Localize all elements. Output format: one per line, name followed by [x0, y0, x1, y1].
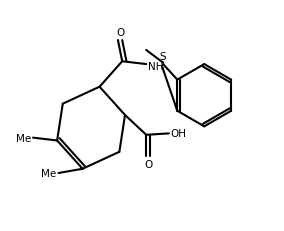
- Text: O: O: [144, 160, 153, 170]
- Text: Me: Me: [41, 168, 56, 178]
- Text: O: O: [116, 27, 124, 37]
- Text: S: S: [160, 52, 166, 62]
- Text: OH: OH: [170, 129, 186, 139]
- Text: NH: NH: [148, 62, 163, 72]
- Text: Me: Me: [16, 133, 31, 143]
